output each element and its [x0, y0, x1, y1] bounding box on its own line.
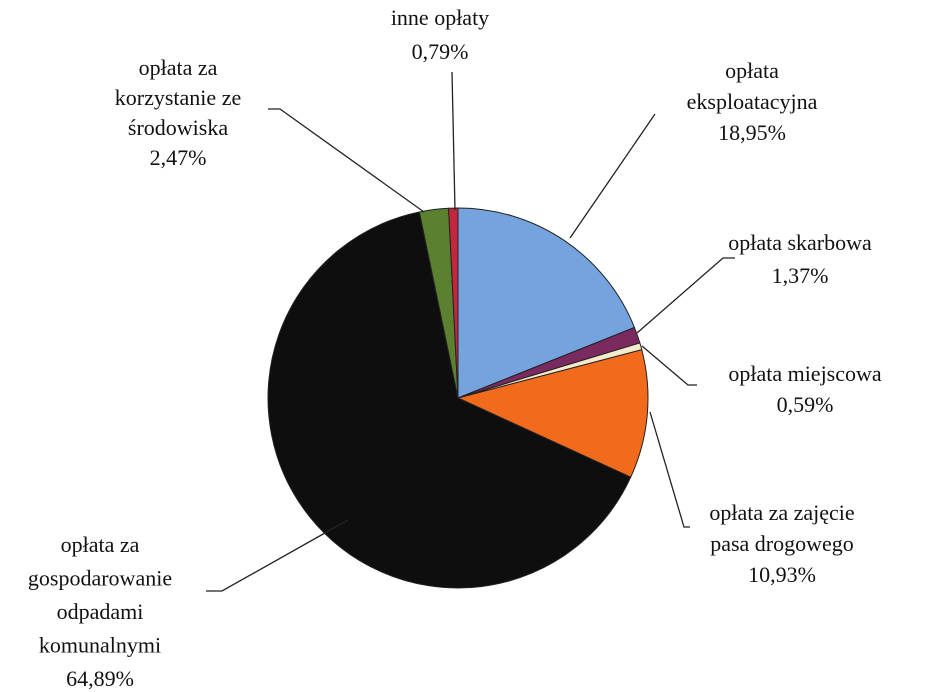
- value-label: 0,59%: [777, 392, 834, 417]
- value-label: 2,47%: [150, 145, 207, 170]
- leader-line: [569, 113, 656, 239]
- slice-label: opłata za korzystanie ze środowiska: [115, 55, 241, 140]
- value-label: 18,95%: [718, 120, 786, 145]
- pie-slice: [448, 207, 459, 399]
- slice-label: opłata miejscowa: [728, 361, 882, 386]
- slice-label: opłata za gospodarowanie odpadami komunalny…: [28, 532, 172, 658]
- value-label: 0,79%: [412, 39, 469, 64]
- leader-line: [268, 108, 425, 213]
- slice-label: opłata eksploatacyjna: [687, 58, 818, 114]
- pie-slice: [457, 207, 636, 399]
- slice-label: opłata skarbowa: [728, 230, 872, 255]
- leader-line: [451, 71, 456, 211]
- leader-line: [636, 257, 735, 334]
- slice-label: opłata za zajęcie pasa drogowego: [709, 500, 854, 556]
- slice-label: inne opłaty: [391, 5, 489, 30]
- pie-slice: [456, 349, 649, 478]
- pie-slice: [267, 211, 632, 589]
- leader-line: [649, 411, 690, 528]
- leader-line: [206, 519, 349, 592]
- value-label: 1,37%: [772, 263, 829, 288]
- value-label: 10,93%: [748, 562, 816, 587]
- value-label: 64,89%: [66, 666, 134, 691]
- leader-line: [641, 345, 697, 386]
